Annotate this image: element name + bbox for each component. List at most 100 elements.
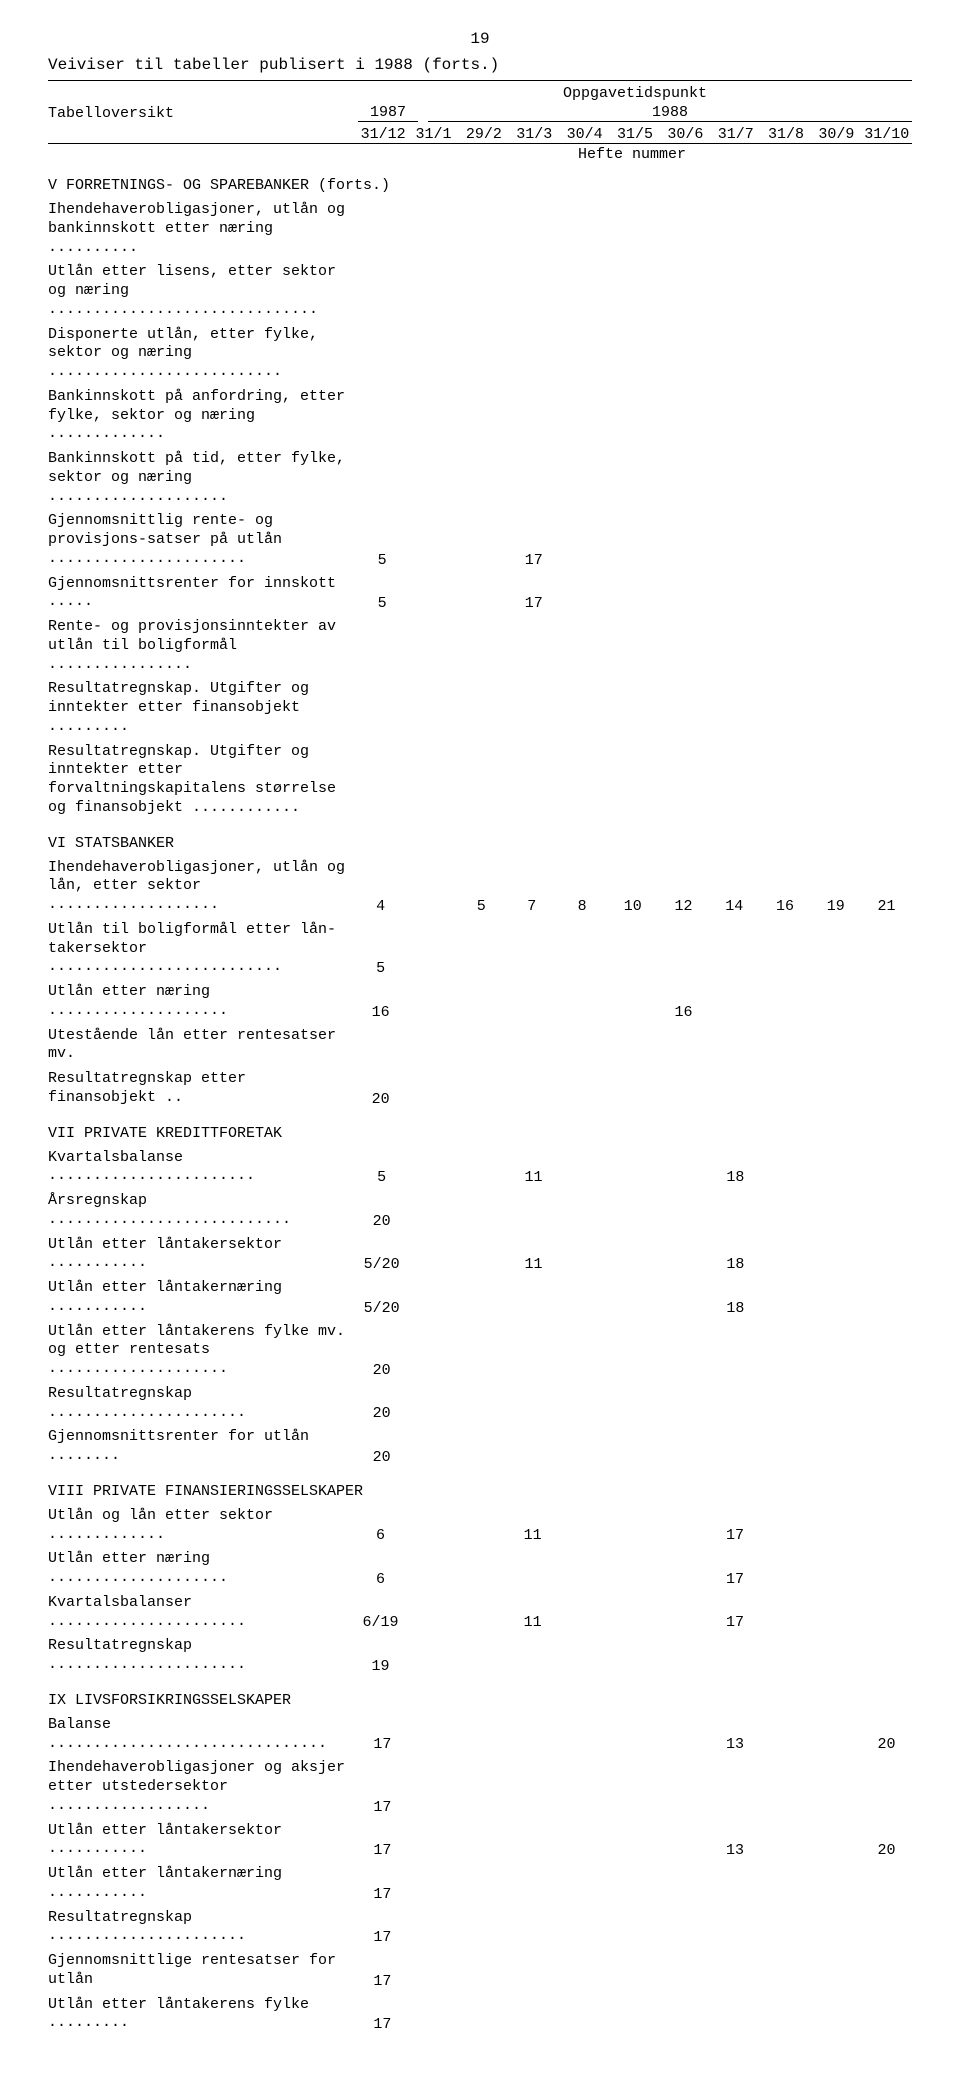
col-1988-8: 30/9 (811, 126, 861, 143)
year-1988: 1988 (428, 104, 912, 122)
cell (811, 1993, 861, 2037)
table-row: Balanse ...............................1… (48, 1713, 912, 1757)
row-label: Balanse ............................... (48, 1713, 357, 1757)
cell (406, 1547, 456, 1591)
cell (610, 198, 660, 260)
cell (456, 980, 506, 1024)
cell (507, 1634, 558, 1678)
row-label: Bankinnskott på tid, etter fylke, sektor… (48, 447, 357, 509)
cell: 16 (760, 856, 811, 918)
cell (761, 572, 811, 616)
row-label: Utlån etter lisens, etter sektor og næri… (48, 260, 357, 322)
col-1988-4: 31/5 (610, 126, 660, 143)
cell (861, 980, 912, 1024)
cell (609, 1276, 659, 1320)
cell (456, 1024, 506, 1068)
cell (458, 615, 508, 677)
cell: 20 (356, 1425, 407, 1469)
cell (559, 1819, 609, 1863)
row-label: Rente- og provisjonsinntekter av utlån t… (48, 615, 357, 677)
cell: 11 (507, 1504, 558, 1548)
cell: 20 (356, 1382, 407, 1426)
cell: 16 (658, 980, 709, 1024)
table-row: Utlån etter låntakersektor ...........5/… (48, 1233, 912, 1277)
cell (761, 323, 811, 385)
cell (557, 1024, 607, 1068)
table-row: Resultatregnskap ......................1… (48, 1634, 912, 1678)
cell (811, 385, 861, 447)
table-row: Årsregnskap ...........................2… (48, 1189, 912, 1233)
cell (407, 447, 457, 509)
cell (710, 740, 760, 821)
section: IX LIVSFORSIKRINGSSELSKAPERBalanse .....… (48, 1692, 912, 2036)
col-1988-7: 31/8 (761, 126, 811, 143)
table-row: Bankinnskott på anfordring, etter fylke,… (48, 385, 912, 447)
cell (508, 615, 559, 677)
cell (557, 1067, 607, 1111)
row-label: Resultatregnskap ...................... (48, 1634, 355, 1678)
cell (507, 1067, 557, 1111)
cell (862, 1189, 912, 1233)
cell (559, 1993, 609, 2037)
cell (559, 1425, 609, 1469)
cell (406, 1634, 456, 1678)
cell (811, 198, 861, 260)
cell (507, 1024, 557, 1068)
cell: 13 (710, 1819, 761, 1863)
cell (558, 1504, 608, 1548)
cell (862, 1233, 912, 1277)
cell: 5 (357, 509, 408, 571)
cell (559, 323, 609, 385)
cell (761, 260, 811, 322)
cell: 17 (508, 509, 559, 571)
cell (660, 1276, 710, 1320)
cell (609, 1146, 659, 1190)
cell (660, 1382, 710, 1426)
cell (457, 1504, 507, 1548)
cell (660, 447, 710, 509)
cell (407, 260, 457, 322)
cell (508, 1382, 559, 1426)
cell (811, 1862, 861, 1906)
cell (357, 323, 408, 385)
cell (458, 1425, 508, 1469)
cell (811, 1146, 861, 1190)
cell (760, 1067, 811, 1111)
cell (861, 1756, 912, 1818)
cell (457, 1547, 507, 1591)
table-row: Gjennomsnittlige rentesatser for utlån17 (48, 1949, 912, 1993)
cell (407, 509, 457, 571)
cell (710, 198, 760, 260)
cell (610, 260, 660, 322)
table-row: Utlån etter næring ....................6… (48, 1547, 912, 1591)
cell (457, 1634, 507, 1678)
cell (760, 1993, 810, 2037)
cell (508, 740, 559, 821)
cell (811, 740, 861, 821)
cell (407, 1320, 457, 1382)
cell (407, 1276, 457, 1320)
cell (811, 1276, 861, 1320)
row-label: Gjennomsnittsrenter for innskott ..... (48, 572, 357, 616)
cell (559, 572, 609, 616)
cell (458, 1189, 508, 1233)
cell (710, 1756, 761, 1818)
cell (508, 1862, 558, 1906)
cell (709, 980, 760, 1024)
cell (407, 1382, 457, 1426)
cell (407, 1425, 457, 1469)
cell (508, 1756, 558, 1818)
cell: 20 (861, 1713, 912, 1757)
cell: 17 (710, 1547, 761, 1591)
cell (760, 1756, 810, 1818)
table-row: Resultatregnskap etter finansobjekt ..20 (48, 1067, 912, 1111)
cell (861, 1949, 912, 1993)
cell (557, 980, 607, 1024)
row-label: Gjennomsnittlige rentesatser for utlån (48, 1949, 357, 1993)
cell (760, 1819, 810, 1863)
cell (660, 572, 710, 616)
cell (458, 198, 508, 260)
cell (407, 1146, 457, 1190)
table-row: Utlån etter lisens, etter sektor og næri… (48, 260, 912, 322)
cell (710, 1993, 761, 2037)
